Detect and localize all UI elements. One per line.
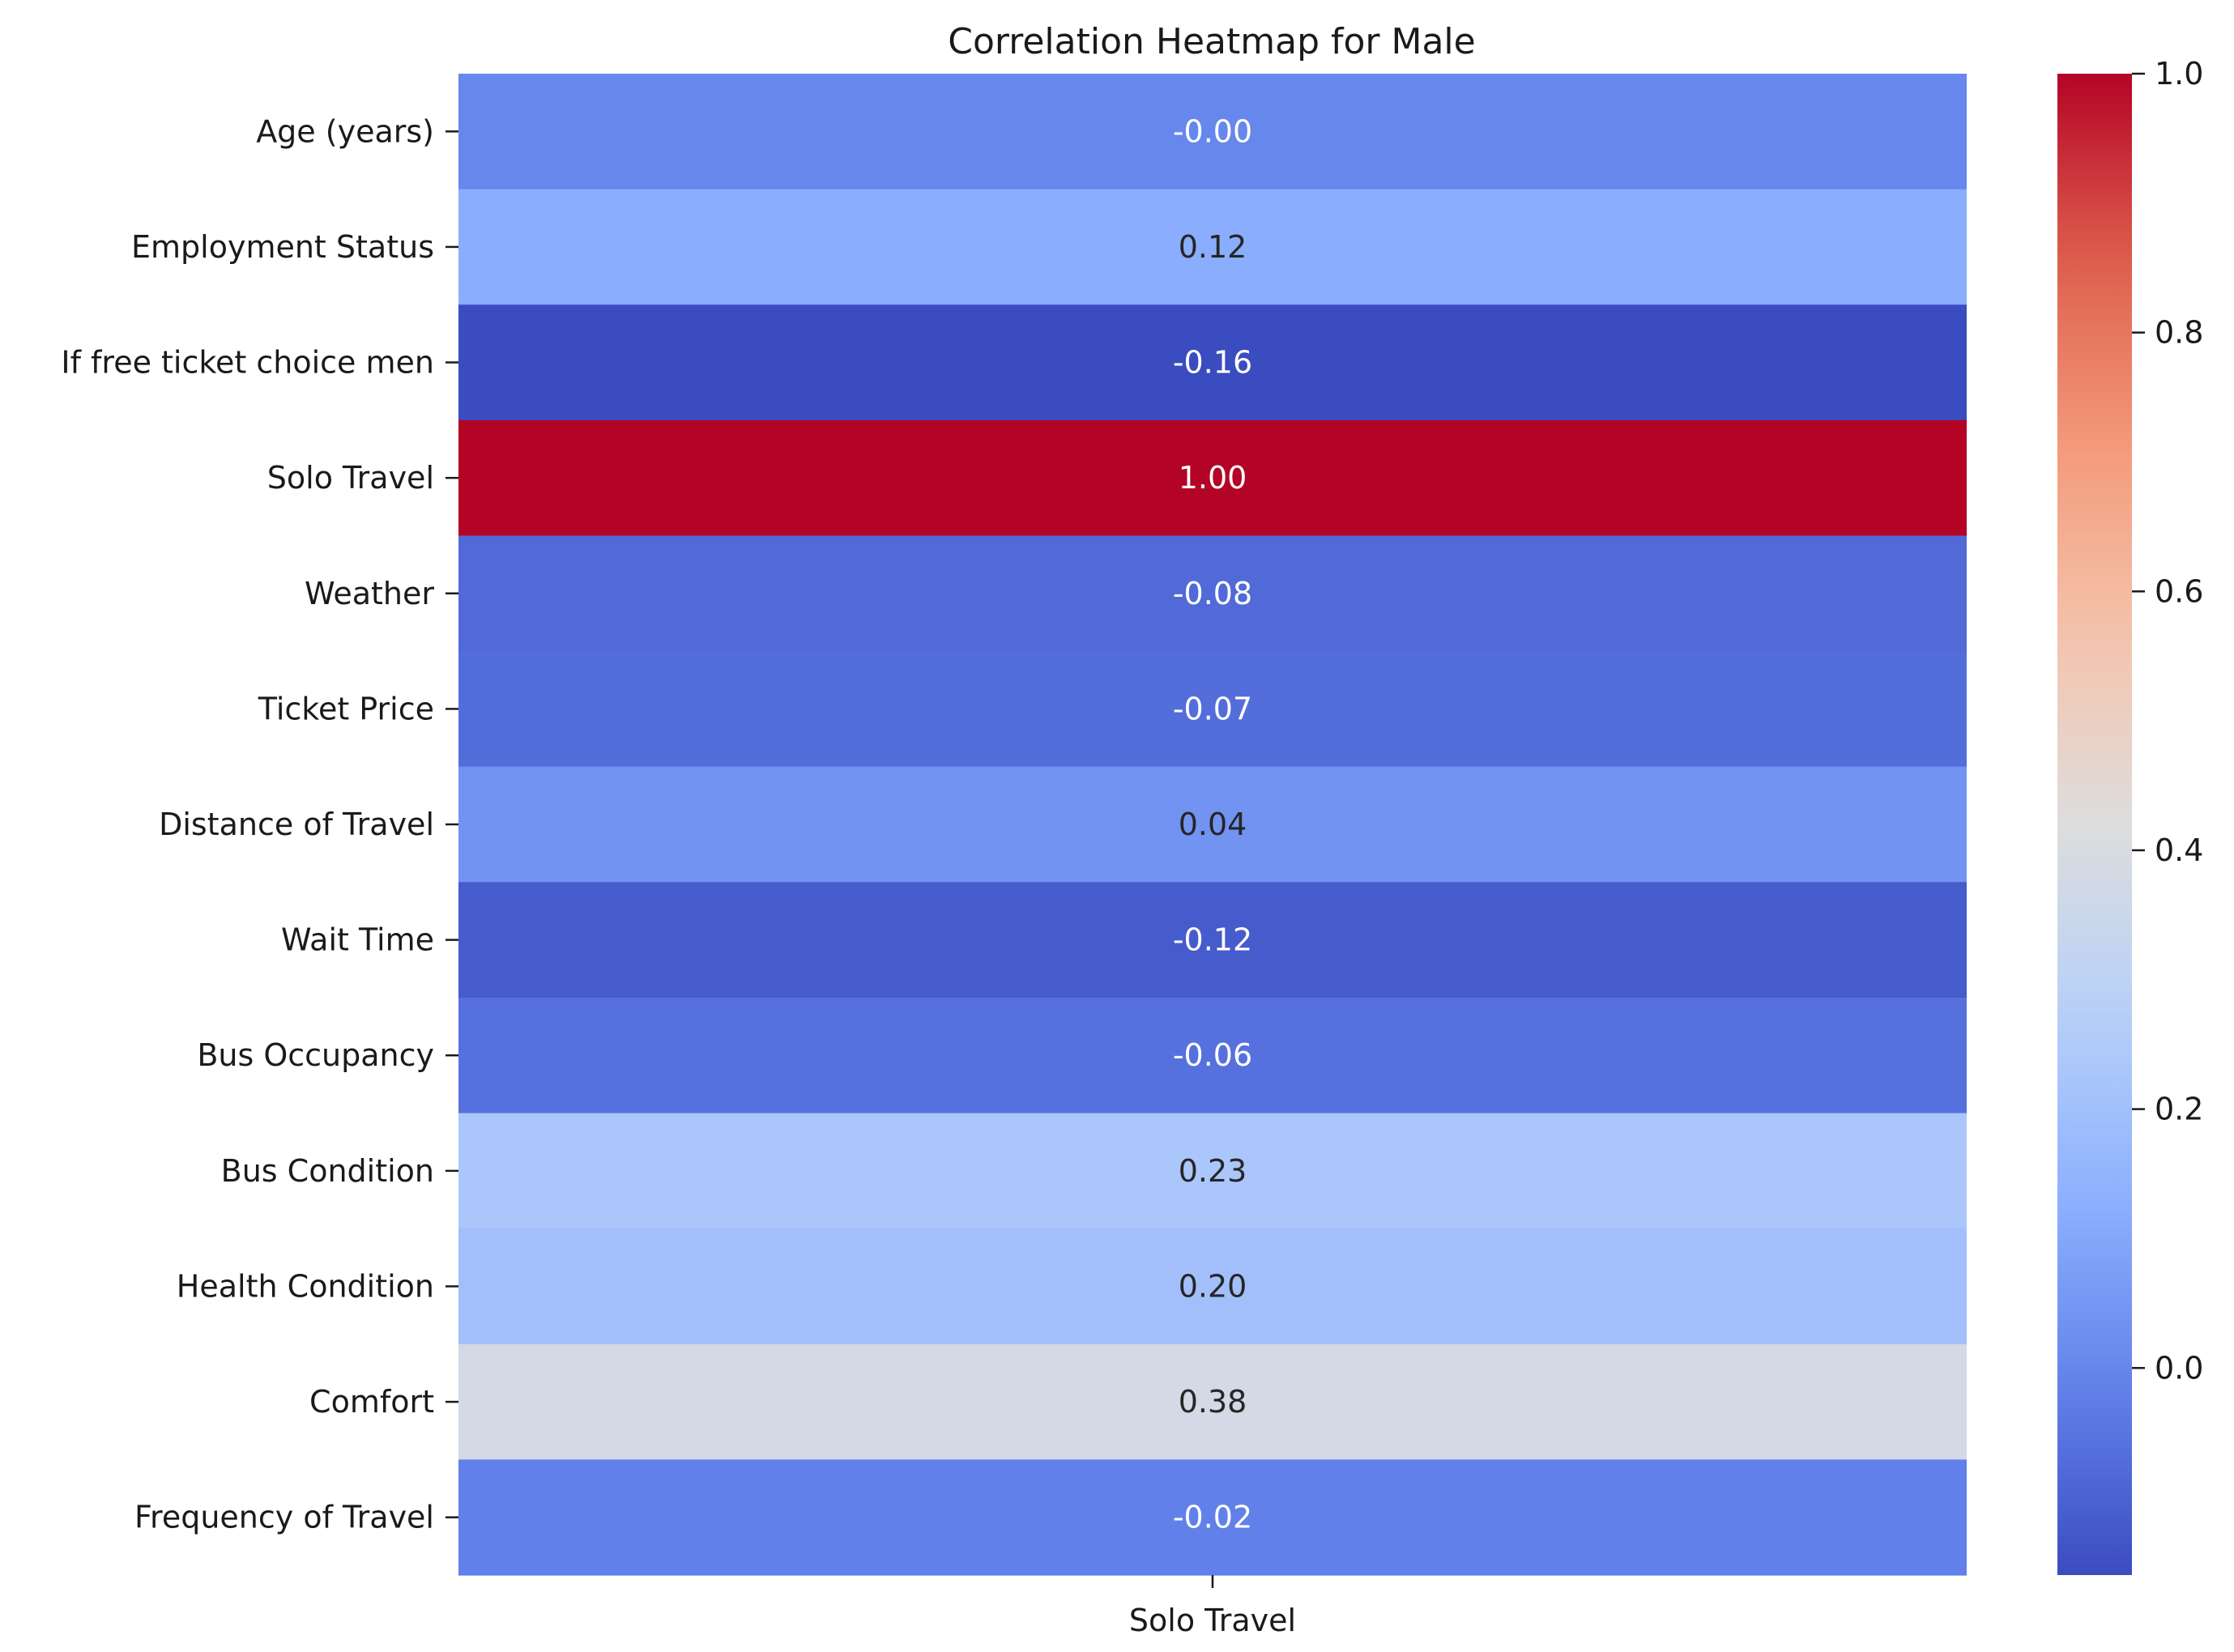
cell-value-label: -0.00 <box>1173 113 1252 149</box>
heatmap-cell <box>458 997 1967 1114</box>
cell-value-label: 0.23 <box>1179 1153 1247 1189</box>
y-tick-label: Solo Travel <box>267 460 434 496</box>
heatmap-cell <box>458 535 1967 652</box>
heatmap-cell <box>458 419 1967 537</box>
heatmap-cell <box>458 766 1967 883</box>
x-axis-labels: Solo Travel <box>1129 1575 1296 1638</box>
cell-value-label: 0.12 <box>1179 229 1247 265</box>
y-tick-label: Health Condition <box>177 1268 434 1304</box>
y-tick-label: Weather <box>305 576 434 611</box>
heatmap-cell <box>458 1343 1967 1460</box>
y-tick-label: Comfort <box>309 1384 434 1420</box>
heatmap-cell <box>458 74 1967 190</box>
cell-value-label: -0.16 <box>1173 345 1252 381</box>
y-tick-label: Frequency of Travel <box>134 1500 434 1535</box>
heatmap-cells: -0.00 0.12 -0.16 1.00 -0.08 -0.07 0.04 -0.12 -0.… <box>458 74 1967 1576</box>
heatmap-cell <box>458 651 1967 768</box>
colorbar-tick-label: 0.2 <box>2155 1092 2203 1127</box>
cell-value-label: -0.08 <box>1173 576 1252 611</box>
colorbar-tick-label: 1.0 <box>2155 56 2203 92</box>
y-tick-label: Bus Occupancy <box>197 1037 434 1073</box>
y-tick-label: Ticket Price <box>258 691 434 726</box>
heatmap-cell <box>458 1228 1967 1345</box>
heatmap-cell <box>458 304 1967 421</box>
cell-value-label: 0.20 <box>1179 1268 1247 1304</box>
y-tick-label: Wait Time <box>281 922 434 958</box>
y-tick-label: Distance of Travel <box>159 807 434 842</box>
colorbar-tick-label: 0.4 <box>2155 832 2203 868</box>
colorbar-tick-label: 0.0 <box>2155 1350 2203 1386</box>
y-axis-labels: Age (years) Employment Status If free tick… <box>61 113 458 1535</box>
y-tick-label: Age (years) <box>256 113 434 149</box>
y-tick-label: Employment Status <box>131 229 434 265</box>
y-tick-label: Bus Condition <box>221 1153 434 1189</box>
x-tick-label: Solo Travel <box>1129 1603 1296 1638</box>
heatmap-cell <box>458 882 1967 998</box>
colorbar-gradient <box>2057 74 2132 1575</box>
cell-value-label: 0.38 <box>1179 1384 1247 1420</box>
y-tick-label: If free ticket choice men <box>61 345 434 381</box>
cell-value-label: -0.12 <box>1173 922 1252 958</box>
chart-title: Correlation Heatmap for Male <box>948 21 1475 62</box>
cell-value-label: -0.07 <box>1173 691 1252 726</box>
cell-value-label: -0.02 <box>1173 1500 1252 1535</box>
cell-value-label: 0.04 <box>1179 807 1247 842</box>
heatmap-cell <box>458 1113 1967 1229</box>
heatmap-cell <box>458 1459 1967 1576</box>
colorbar: 0.0 0.2 0.4 0.6 0.8 1.0 <box>2057 56 2203 1575</box>
colorbar-tick-label: 0.8 <box>2155 315 2203 351</box>
heatmap-cell <box>458 189 1967 305</box>
cell-value-label: 1.00 <box>1179 460 1247 496</box>
cell-value-label: -0.06 <box>1173 1037 1252 1073</box>
colorbar-tick-label: 0.6 <box>2155 573 2203 609</box>
colorbar-ticks: 0.0 0.2 0.4 0.6 0.8 1.0 <box>2132 56 2203 1386</box>
